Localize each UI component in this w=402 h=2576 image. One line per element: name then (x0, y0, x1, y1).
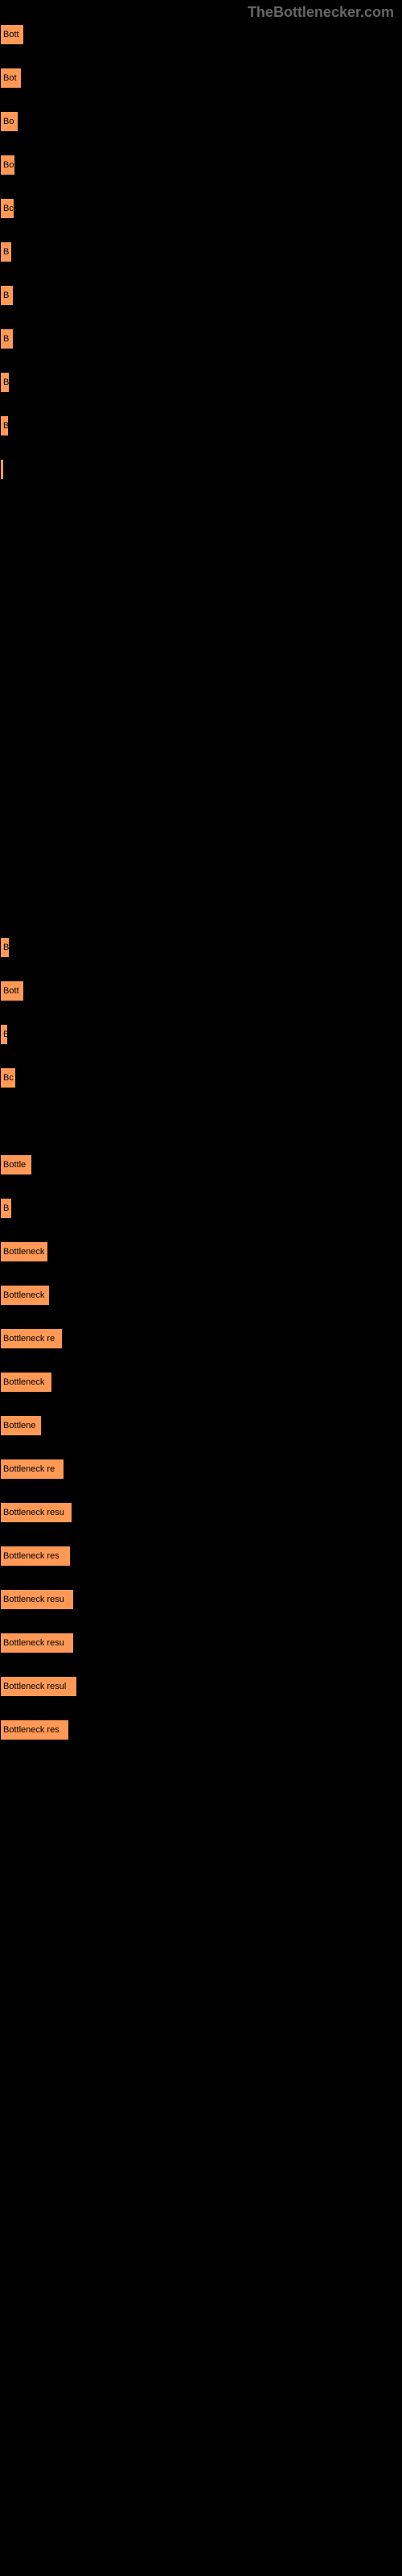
chart-bar: Bottle (0, 1154, 32, 1175)
bar-row: B (0, 937, 402, 958)
bar-row: Bottlene (0, 1415, 402, 1436)
chart-bar (0, 459, 4, 480)
bar-row: Bot (0, 68, 402, 89)
chart-bar: Bott (0, 980, 24, 1001)
bar-row (0, 459, 402, 480)
chart-bar: B (0, 372, 10, 393)
bar-row: Bottle (0, 1154, 402, 1175)
bar-row: B (0, 372, 402, 393)
chart-bar: Bottleneck res (0, 1719, 69, 1740)
chart-bar: Bottleneck (0, 1241, 48, 1262)
chart-bar: B (0, 328, 14, 349)
bar-row: Bottleneck res (0, 1546, 402, 1567)
bar-row: Bottleneck res (0, 1719, 402, 1740)
bar-row (0, 1111, 402, 1132)
bar-row: Bottleneck resu (0, 1633, 402, 1653)
bar-row: Bottleneck re (0, 1459, 402, 1480)
bar-row: B (0, 242, 402, 262)
chart-bar: Bottleneck res (0, 1546, 71, 1567)
bar-row: B (0, 415, 402, 436)
bar-row: Bottleneck (0, 1241, 402, 1262)
bar-row: Bo (0, 155, 402, 175)
chart-bar: Bottleneck resul (0, 1676, 77, 1697)
chart-bar: Bottleneck (0, 1285, 50, 1306)
watermark-text: TheBottlenecker.com (248, 4, 394, 21)
bar-row: B (0, 328, 402, 349)
bars-section-2: B Bott B Bc Bottle B Bottleneck Bottleneck Bottl… (0, 937, 402, 1740)
bar-row: Bottleneck resu (0, 1589, 402, 1610)
chart-gap (0, 502, 402, 937)
bar-row: Bottleneck resu (0, 1502, 402, 1523)
chart-bar: Bott (0, 24, 24, 45)
bar-row: Bc (0, 1067, 402, 1088)
chart-bar: B (0, 1024, 8, 1045)
chart-bar: Bo (0, 111, 18, 132)
chart-bar: B (0, 242, 12, 262)
chart-bar: Bottleneck re (0, 1328, 63, 1349)
bar-row: Bc (0, 198, 402, 219)
bar-row: Bott (0, 24, 402, 45)
chart-bar: Bottlene (0, 1415, 42, 1436)
chart-bar: Bc (0, 198, 14, 219)
bar-row: B (0, 1024, 402, 1045)
chart-bar: Bottleneck resu (0, 1633, 74, 1653)
bar-row: Bottleneck (0, 1372, 402, 1393)
chart-bar: Bottleneck (0, 1372, 52, 1393)
bar-row: B (0, 285, 402, 306)
bars-section-1: Bott Bot Bo Bo Bc B B B B B (0, 24, 402, 480)
chart-bar: B (0, 937, 10, 958)
bar-row: Bo (0, 111, 402, 132)
chart-bar: Bottleneck re (0, 1459, 64, 1480)
bar-row: Bottleneck re (0, 1328, 402, 1349)
chart-container: Bott Bot Bo Bo Bc B B B B B B Bott B Bc Bottle B Bottle… (0, 0, 402, 1740)
chart-bar: Bot (0, 68, 22, 89)
bar-row: Bottleneck resul (0, 1676, 402, 1697)
chart-bar: Bc (0, 1067, 16, 1088)
chart-bar: Bottleneck resu (0, 1502, 72, 1523)
chart-bar: B (0, 415, 9, 436)
chart-bar: Bo (0, 155, 15, 175)
bar-row: B (0, 1198, 402, 1219)
chart-bar: B (0, 1198, 12, 1219)
chart-bar: Bottleneck resu (0, 1589, 74, 1610)
bar-row: Bottleneck (0, 1285, 402, 1306)
bar-row: Bott (0, 980, 402, 1001)
chart-bar: B (0, 285, 14, 306)
